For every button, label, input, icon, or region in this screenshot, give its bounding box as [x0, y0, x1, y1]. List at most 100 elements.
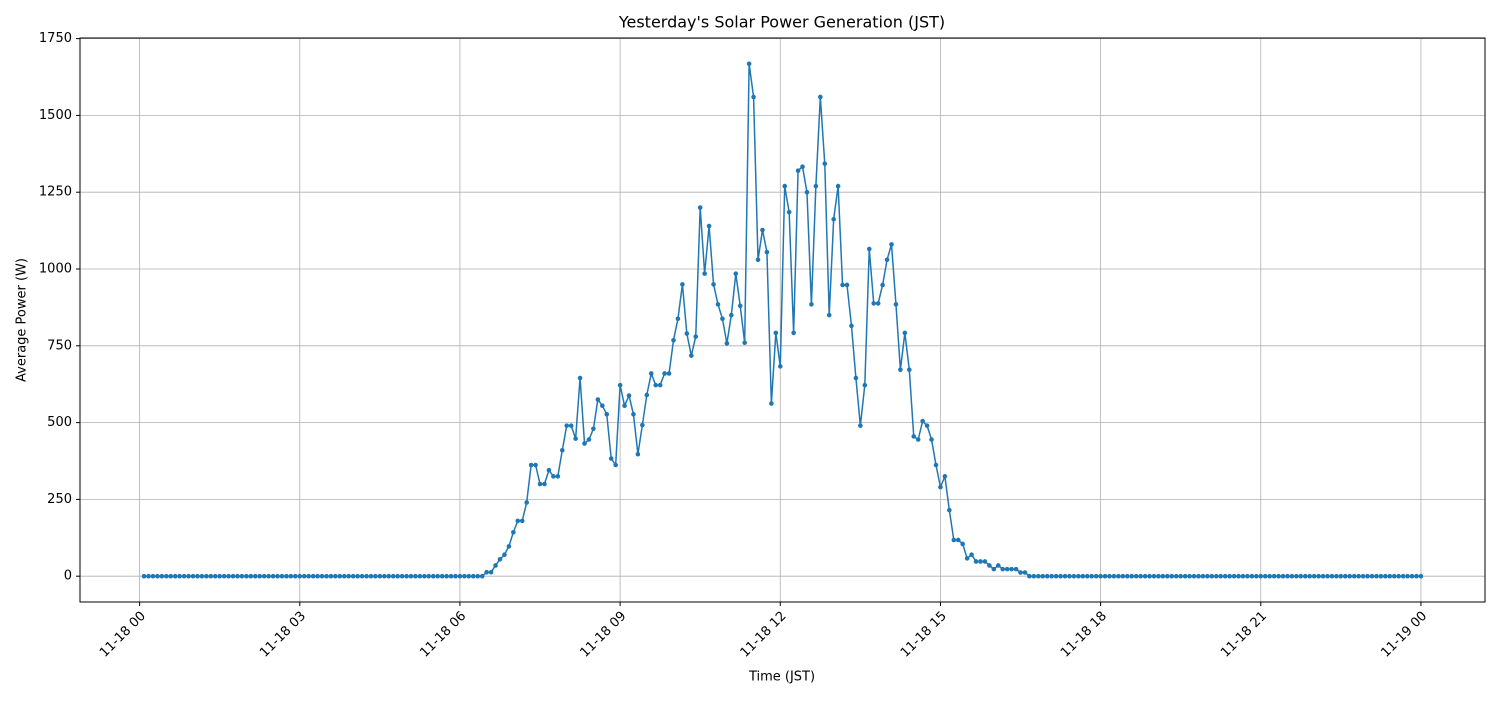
- data-point: [1022, 570, 1028, 575]
- data-point: [319, 573, 325, 579]
- data-point: [662, 371, 667, 376]
- x-tick-label: 11-18 00: [97, 609, 149, 661]
- data-point: [688, 353, 694, 358]
- data-point: [813, 183, 819, 189]
- data-point: [551, 474, 556, 479]
- data-point: [1289, 573, 1295, 579]
- data-point: [604, 412, 610, 417]
- data-point: [835, 183, 841, 189]
- x-tick-label: 11-18 15: [898, 609, 950, 661]
- y-tick-label: 500: [47, 415, 72, 430]
- data-point: [938, 484, 943, 490]
- data-point: [248, 573, 254, 579]
- data-point: [337, 573, 343, 579]
- data-point: [769, 401, 774, 406]
- data-point: [279, 573, 285, 579]
- data-point: [969, 552, 974, 557]
- data-point: [1236, 573, 1241, 579]
- data-point: [164, 573, 169, 579]
- data-point: [1053, 573, 1059, 579]
- data-point: [1325, 573, 1330, 579]
- data-point: [866, 246, 872, 252]
- data-point: [542, 481, 547, 487]
- x-tick-label: 11-18 03: [257, 609, 309, 661]
- data-point: [275, 573, 280, 579]
- data-point: [1245, 573, 1250, 579]
- data-point: [729, 312, 734, 318]
- data-point: [177, 573, 182, 579]
- data-point: [190, 573, 196, 579]
- data-point: [724, 341, 730, 346]
- data-point: [1418, 573, 1424, 579]
- data-point: [791, 330, 796, 336]
- data-point: [457, 573, 463, 579]
- data-point: [506, 544, 512, 549]
- data-point: [933, 462, 939, 468]
- data-point: [315, 573, 320, 579]
- data-point: [364, 573, 369, 579]
- data-point: [640, 422, 645, 428]
- data-point: [906, 367, 912, 373]
- data-point: [737, 303, 743, 309]
- data-point: [1347, 573, 1353, 579]
- data-point: [568, 423, 574, 428]
- data-point: [982, 559, 988, 564]
- data-point: [1249, 573, 1255, 579]
- data-point: [1009, 566, 1014, 572]
- data-point: [484, 569, 489, 575]
- data-point: [1360, 573, 1366, 579]
- data-point: [1036, 573, 1041, 579]
- data-point: [399, 573, 405, 579]
- data-point: [297, 573, 303, 579]
- data-point: [693, 334, 699, 339]
- data-point: [915, 437, 921, 442]
- data-point: [880, 282, 885, 288]
- data-point: [359, 573, 365, 579]
- data-point: [1142, 573, 1148, 579]
- data-point: [511, 529, 516, 535]
- data-point: [840, 282, 845, 288]
- data-point: [146, 573, 151, 579]
- data-point: [1018, 570, 1023, 575]
- data-point: [244, 573, 249, 579]
- data-point: [1067, 573, 1072, 579]
- data-point: [582, 441, 587, 446]
- data-point: [204, 573, 209, 579]
- data-point: [795, 168, 801, 174]
- data-point: [760, 227, 765, 233]
- data-point: [875, 301, 881, 306]
- data-point: [1200, 573, 1206, 579]
- data-point: [1378, 573, 1384, 579]
- data-point: [800, 164, 805, 170]
- data-point: [390, 573, 396, 579]
- data-point: [622, 403, 627, 409]
- data-point: [382, 573, 387, 579]
- data-point: [350, 573, 356, 579]
- data-point: [181, 573, 187, 579]
- data-point: [1076, 573, 1081, 579]
- data-point: [1298, 573, 1304, 579]
- data-point: [564, 423, 570, 428]
- data-point: [1258, 573, 1264, 579]
- data-point: [462, 573, 467, 579]
- data-point: [924, 423, 930, 428]
- data-point: [324, 573, 329, 579]
- data-point: [448, 573, 454, 579]
- data-point: [942, 474, 948, 479]
- data-point: [755, 257, 761, 263]
- data-point: [328, 573, 334, 579]
- data-point: [1116, 573, 1121, 579]
- data-point: [853, 375, 859, 381]
- data-point: [221, 573, 227, 579]
- y-tick-label: 750: [47, 338, 72, 353]
- data-point: [644, 392, 650, 398]
- data-point: [1267, 573, 1272, 579]
- data-point: [675, 316, 681, 322]
- data-point: [301, 573, 307, 579]
- data-point: [559, 447, 565, 453]
- data-point: [266, 573, 271, 579]
- data-point: [631, 412, 636, 417]
- data-point: [773, 330, 779, 336]
- data-point: [1209, 573, 1215, 579]
